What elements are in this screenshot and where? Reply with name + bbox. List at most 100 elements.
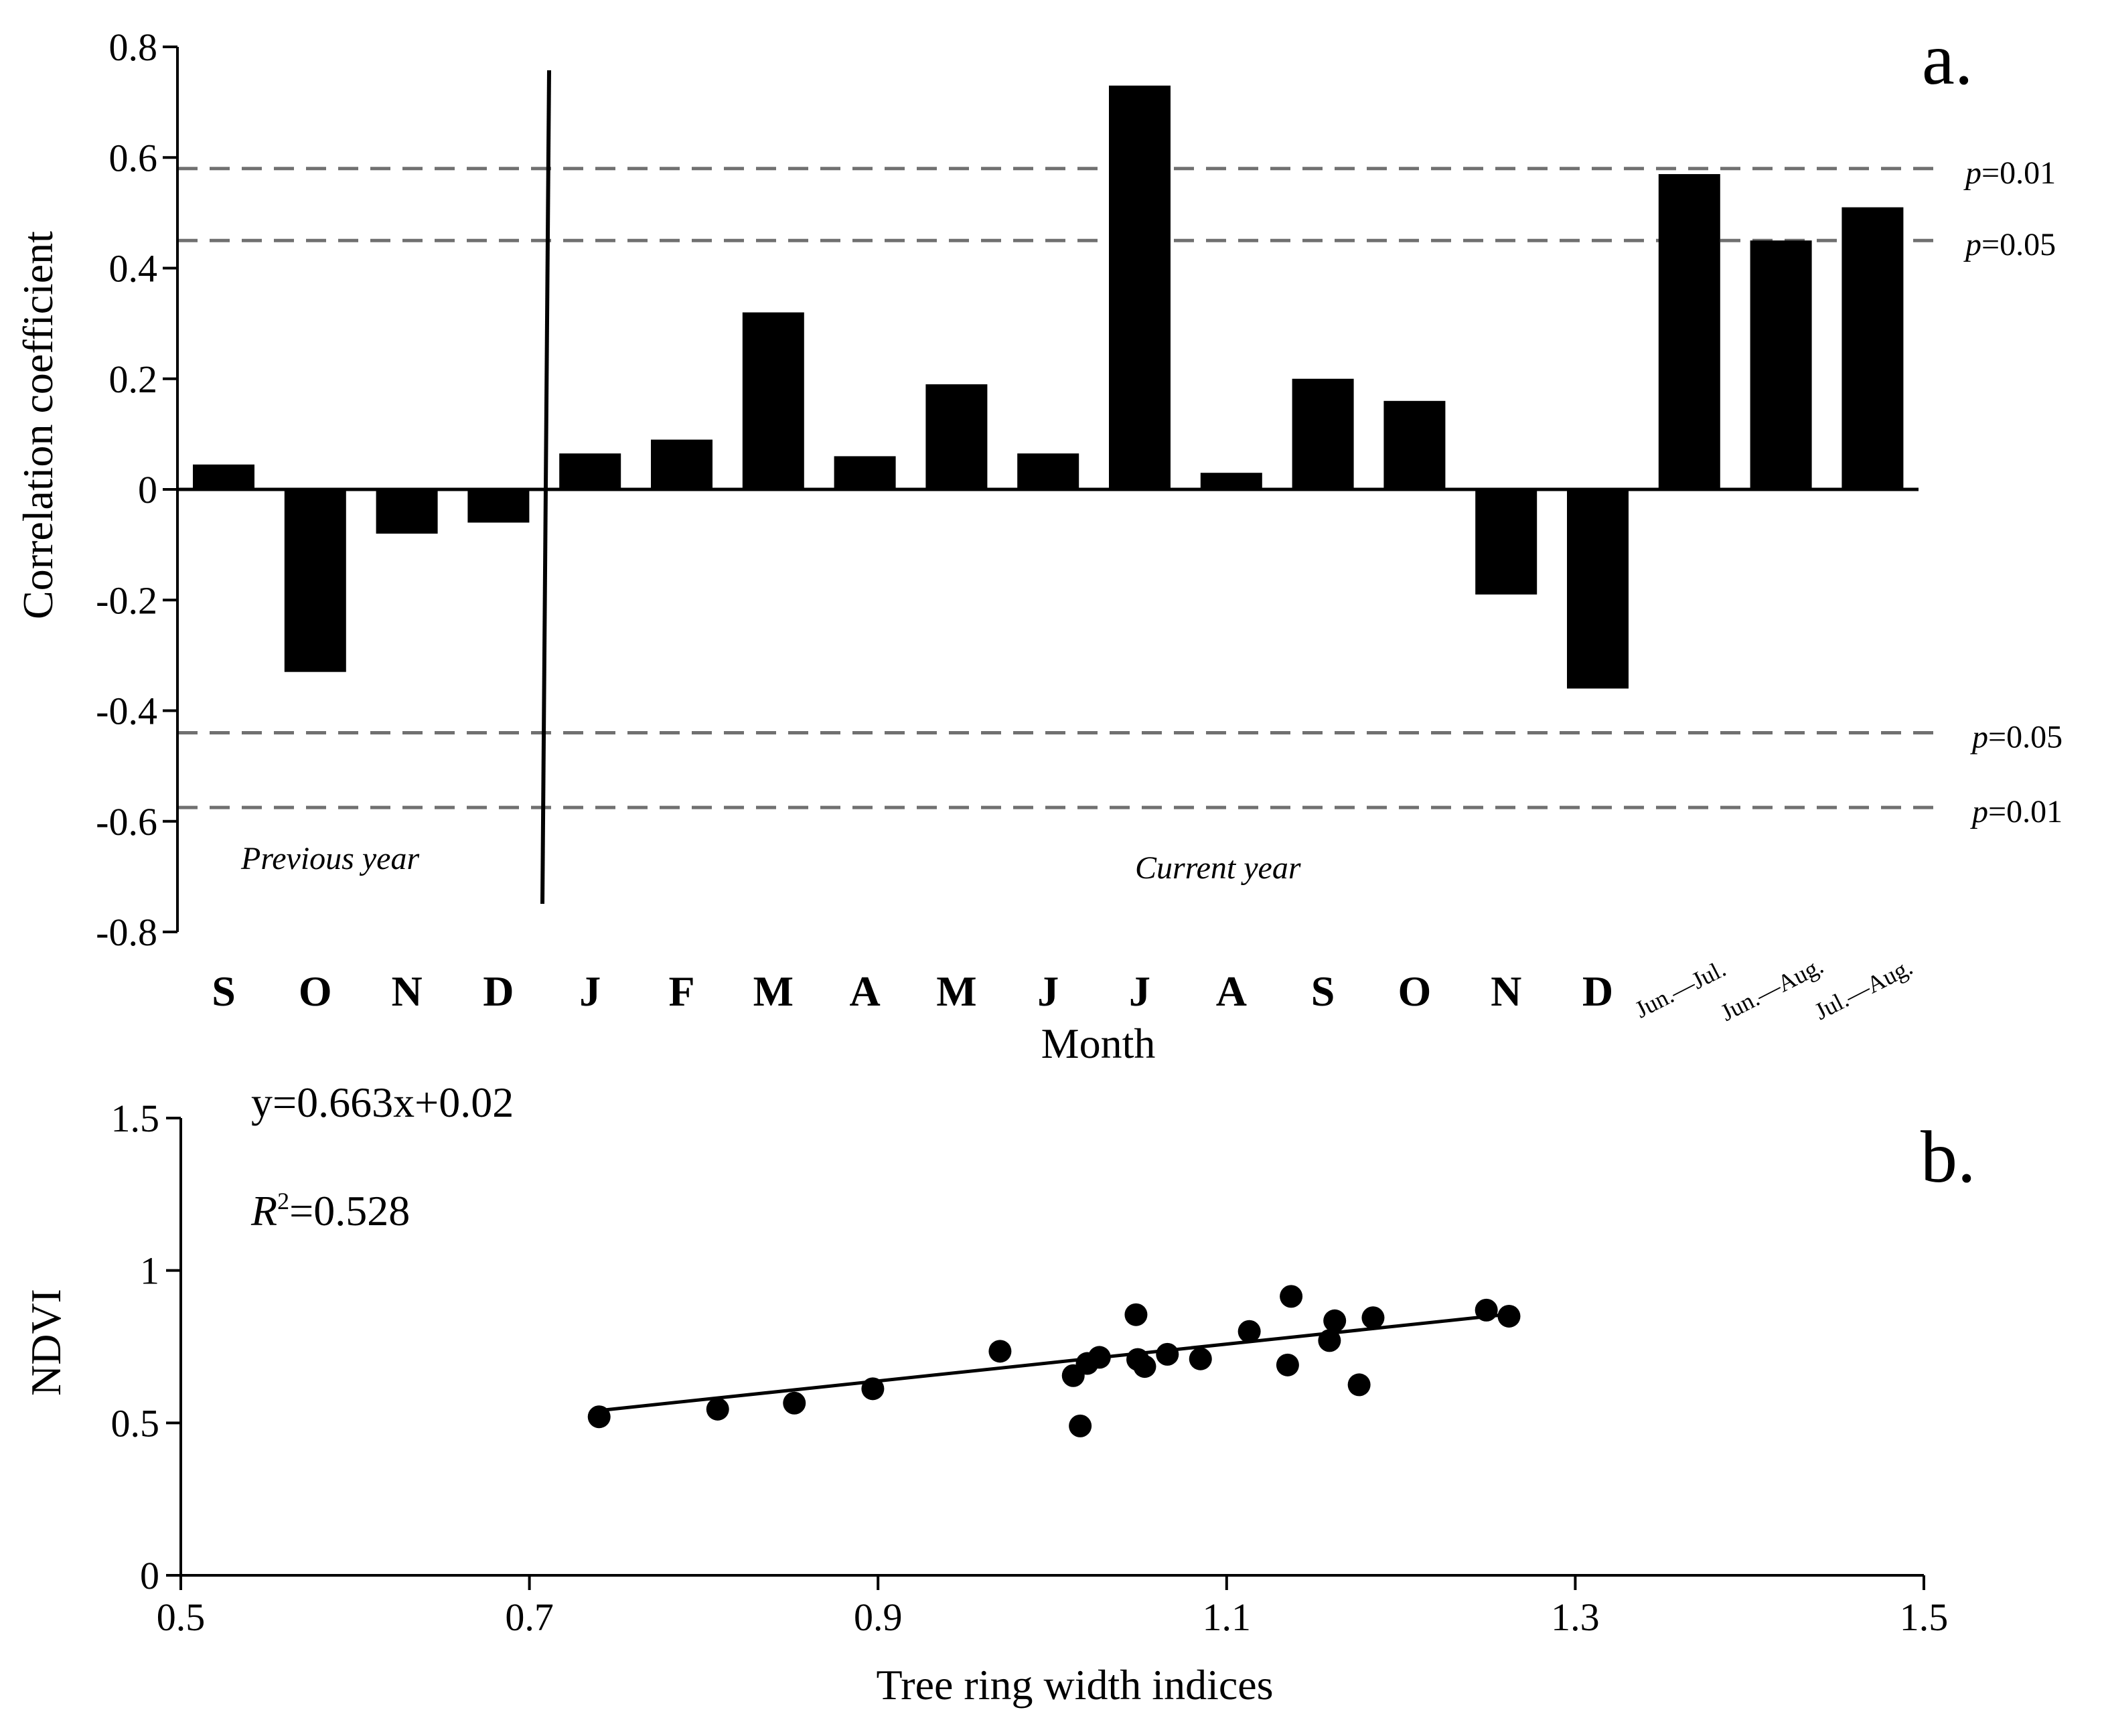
y-tick-label: 1 <box>140 1249 159 1293</box>
bar <box>559 453 621 489</box>
y-tick-label: 0.8 <box>109 25 158 69</box>
y-tick-label: -0.6 <box>96 800 157 844</box>
x-category-label: D <box>483 967 514 1015</box>
x-axis-title-trw: Tree ring width indices <box>876 1661 1273 1709</box>
x-category-label: Jul.—Aug. <box>1810 953 1917 1025</box>
scatter-point <box>1276 1353 1299 1376</box>
y-tick-label: 0 <box>140 1554 159 1597</box>
panel-label-a: a. <box>1922 18 1973 100</box>
scatter-point <box>783 1391 806 1415</box>
ndvi-scatter-chart: 1.510.500.5 0.7 0.9 1.1 1.3 1.5 y=0.663x+0.02… <box>22 1079 1976 1709</box>
scatter-point <box>1133 1355 1156 1378</box>
scatter-point <box>1156 1342 1179 1366</box>
scatter-point <box>1124 1303 1148 1326</box>
y-axis-title: Correlation coefficient <box>14 231 62 619</box>
x-category-label: F <box>668 967 694 1015</box>
x-tick-label: 0.5 <box>157 1595 206 1639</box>
y-axis-ticks: 0.8 0.6 0.4 0.2 0 -0.2 -0.4 -0.6 -0.8 <box>96 25 177 954</box>
bar <box>1383 400 1446 489</box>
scatter-point <box>1323 1309 1347 1332</box>
scatter-point <box>706 1397 729 1421</box>
bar-series <box>193 85 1904 689</box>
bar <box>1475 489 1537 595</box>
x-category-label: J <box>1129 967 1150 1015</box>
previous-year-label: Previous year <box>240 841 419 876</box>
x-tick-label: 1.1 <box>1203 1595 1252 1639</box>
x-axis-title: Month <box>1041 1020 1156 1067</box>
current-year-label: Current year <box>1135 850 1301 886</box>
bar <box>1017 453 1079 489</box>
y-tick-label: 0.6 <box>109 136 158 179</box>
y-axis-title-ndvi: NDVI <box>22 1289 70 1396</box>
y-tick-label: 1.5 <box>111 1097 160 1140</box>
scatter-point <box>587 1405 611 1429</box>
year-divider-line <box>540 70 551 904</box>
bar <box>284 489 346 672</box>
x-category-label: S <box>212 967 236 1015</box>
scatter-point <box>1069 1414 1092 1437</box>
x-category-label: J <box>1037 967 1059 1015</box>
y-tick-label: 0.5 <box>111 1401 160 1445</box>
y-tick-label: -0.4 <box>96 690 157 733</box>
x-tick-label: 1.5 <box>1900 1595 1949 1639</box>
scatter-point <box>988 1340 1012 1363</box>
x-category-label: N <box>391 967 422 1015</box>
bar <box>1658 174 1720 489</box>
scatter-point <box>1237 1320 1261 1343</box>
threshold-label: p=0.01 <box>1963 155 2056 191</box>
scatter-points <box>587 1285 1521 1437</box>
x-category-label: D <box>1582 967 1613 1015</box>
y-tick-label: 0.4 <box>109 247 158 291</box>
significance-thresholds: p=0.01 p=0.05 p=0.05 p=0.01 <box>177 155 2062 830</box>
bar <box>1750 240 1812 489</box>
x-category-label: M <box>936 967 976 1015</box>
r-squared-label: R2=0.528 <box>250 1187 410 1235</box>
bar <box>1200 473 1262 489</box>
scatter-point <box>1361 1306 1385 1330</box>
x-tick-label: 0.7 <box>505 1595 554 1639</box>
bar <box>834 456 896 489</box>
scatter-point <box>1087 1346 1111 1369</box>
scatter-point <box>1318 1329 1341 1352</box>
x-category-label: M <box>753 967 794 1015</box>
threshold-label: p=0.05 <box>1970 720 2062 755</box>
bar <box>376 489 438 534</box>
fit-line <box>599 1313 1506 1413</box>
y-tick-label: -0.8 <box>96 911 157 954</box>
bar <box>1842 207 1904 489</box>
bar <box>1567 489 1629 689</box>
regression-equation: y=0.663x+0.02 <box>251 1079 514 1126</box>
x-category-label: A <box>849 967 880 1015</box>
bar <box>651 439 712 489</box>
regression-line <box>599 1313 1506 1413</box>
threshold-label: p=0.01 <box>1970 794 2062 830</box>
scatter-point <box>1497 1304 1521 1328</box>
bar <box>467 489 530 523</box>
y-tick-label: -0.2 <box>96 578 157 622</box>
x-category-label: J <box>579 967 601 1015</box>
x-category-label: A <box>1216 967 1247 1015</box>
x-axis-categories: S O N D J F M A M J J A S O N D Jun.—Jul.Jun.—Aug.Jul.—A… <box>212 952 1917 1026</box>
x-tick-label: 1.3 <box>1551 1595 1600 1639</box>
scatter-point <box>861 1377 885 1401</box>
x-category-label: Jun.—Jul. <box>1631 955 1730 1023</box>
scatter-point <box>1189 1347 1212 1370</box>
scatter-axes: 1.510.500.5 0.7 0.9 1.1 1.3 1.5 <box>111 1097 1949 1639</box>
panel-label-b: b. <box>1921 1116 1976 1198</box>
x-category-label: S <box>1311 967 1335 1015</box>
scatter-point <box>1347 1373 1371 1397</box>
y-tick-label: 0 <box>138 468 157 511</box>
bar <box>1292 378 1354 489</box>
scatter-point <box>1280 1285 1303 1308</box>
bar <box>193 464 254 489</box>
correlation-bar-chart: p=0.01 p=0.05 p=0.05 p=0.01 0.8 0.6 0.4 0.2 0 -0… <box>14 18 2062 1067</box>
bar <box>925 384 988 489</box>
x-category-label: O <box>299 967 332 1015</box>
x-category-label: O <box>1398 967 1432 1015</box>
y-tick-label: 0.2 <box>109 358 158 401</box>
x-category-label: N <box>1491 967 1521 1015</box>
threshold-label: p=0.05 <box>1963 227 2056 262</box>
x-category-label: Jun.—Aug. <box>1716 952 1827 1026</box>
bar <box>742 312 804 489</box>
